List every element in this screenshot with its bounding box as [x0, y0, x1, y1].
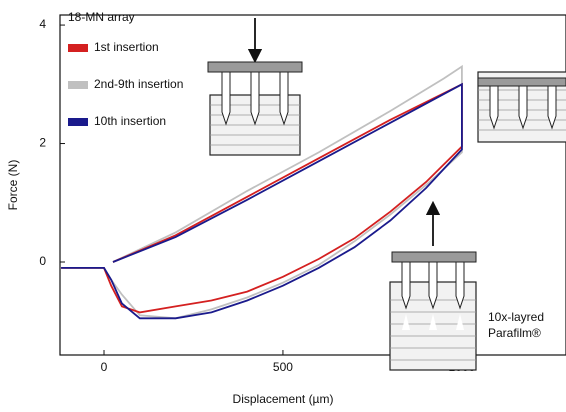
- legend-swatch: [68, 118, 88, 126]
- y-tick-label: 2: [39, 136, 46, 150]
- legend-swatch: [68, 44, 88, 52]
- series-line: [61, 82, 463, 320]
- legend-swatch: [68, 81, 88, 89]
- series-line: [61, 82, 463, 314]
- y-tick-label: 0: [39, 254, 46, 268]
- legend-title: 18-MN array: [68, 10, 135, 24]
- annotation: 10x-layred: [488, 310, 544, 324]
- y-tick-label: 4: [39, 17, 46, 31]
- plot-area: 05001000024: [39, 14, 566, 374]
- legend-label: 1st insertion: [94, 40, 159, 54]
- x-tick-label: 0: [101, 360, 108, 374]
- y-axis-label: Force (N): [6, 160, 20, 211]
- annotation: Parafilm®: [488, 326, 541, 340]
- inset-retraction: [389, 200, 477, 371]
- series-line: [61, 64, 463, 320]
- x-tick-label: 500: [273, 360, 293, 374]
- inset-full-insertion: [477, 71, 566, 143]
- legend-label: 2nd-9th insertion: [94, 77, 183, 91]
- legend-label: 10th insertion: [94, 114, 166, 128]
- inset-insertion: [207, 18, 303, 156]
- x-axis-label: Displacement (µm): [233, 392, 334, 406]
- plot-frame: [59, 14, 566, 356]
